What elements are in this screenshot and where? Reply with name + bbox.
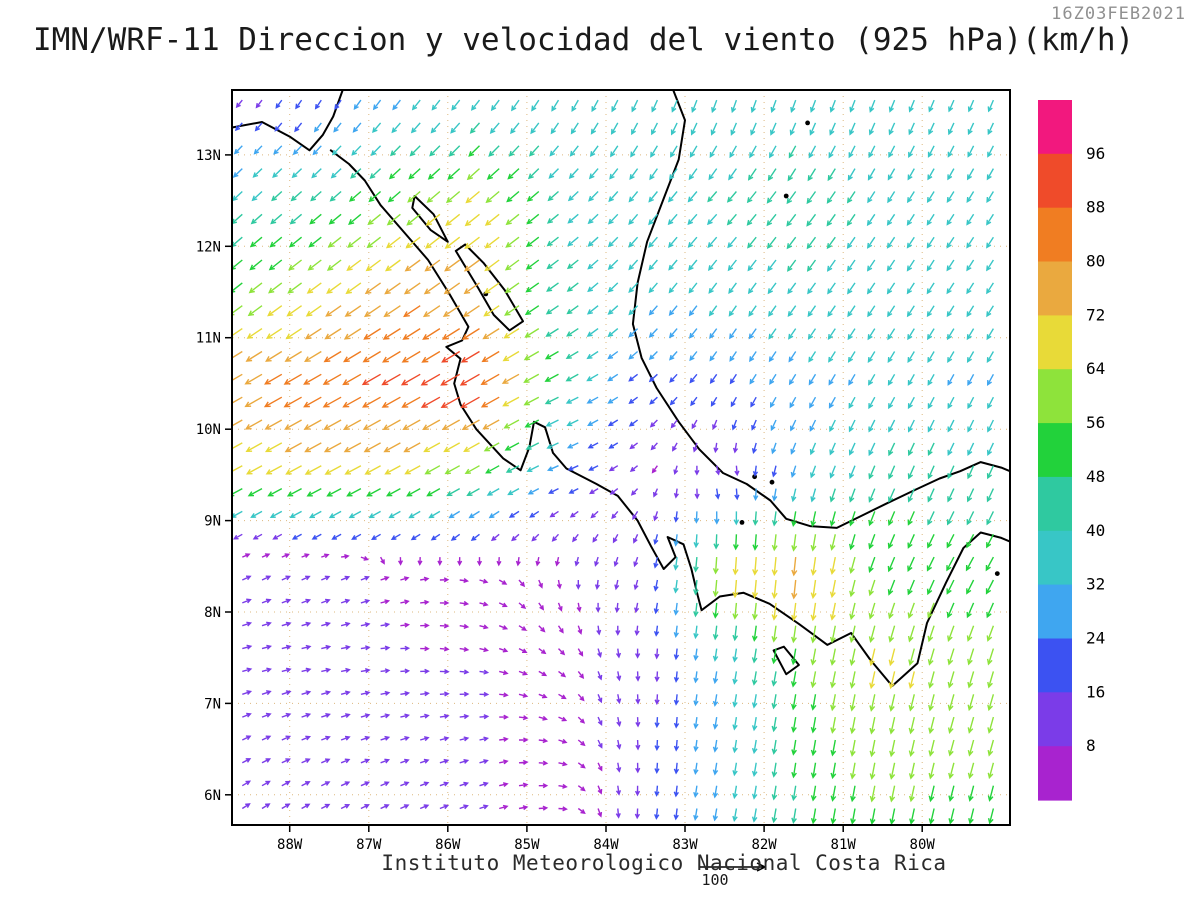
x-tick-label: 81W xyxy=(831,837,857,853)
axes: 13N 12N 11N 10N 9N 8N 7N 6N 88W 87W 86W 85W 84W 83W 82… xyxy=(196,89,1011,853)
datetime-label: 16Z03FEB2021 xyxy=(1051,4,1186,24)
y-tick-label: 13N xyxy=(196,148,221,164)
coastline xyxy=(232,90,1010,687)
y-tick-label: 9N xyxy=(204,514,221,530)
x-tick-label: 87W xyxy=(356,837,382,853)
x-tick-label: 82W xyxy=(751,837,777,853)
colorbar-label: 72 xyxy=(1086,305,1105,324)
colorbar-label: 64 xyxy=(1086,359,1105,378)
y-tick-label: 11N xyxy=(196,331,221,347)
x-tick-label: 85W xyxy=(514,837,540,853)
colorbar-label: 80 xyxy=(1086,252,1105,271)
colorbar-label: 48 xyxy=(1086,467,1105,486)
x-tick-label: 86W xyxy=(435,837,461,853)
y-tick-label: 6N xyxy=(204,788,221,804)
x-tick-label: 80W xyxy=(910,837,936,853)
reference-vector-arrow xyxy=(700,862,767,872)
colorbar-label: 40 xyxy=(1086,521,1105,540)
chart-title: IMN/WRF-11 Direccion y velocidad del vie… xyxy=(33,22,1135,58)
colorbar-label: 56 xyxy=(1086,413,1105,432)
colorbar-label: 88 xyxy=(1086,198,1105,217)
y-tick-label: 12N xyxy=(196,239,221,255)
y-tick-label: 8N xyxy=(204,605,221,621)
wind-vectors xyxy=(232,99,995,825)
colorbar-label: 16 xyxy=(1086,682,1105,701)
colorbar: 96 88 80 72 64 56 48 40 32 24 16 8 xyxy=(1038,100,1105,801)
y-tick-label: 10N xyxy=(196,422,221,438)
x-tick-label: 88W xyxy=(277,837,303,853)
colorbar-label: 96 xyxy=(1086,144,1105,163)
reference-value-label: 100 xyxy=(701,871,729,889)
credit-text: Instituto Meteorologico Nacional Costa R… xyxy=(381,851,947,875)
colorbar-label: 24 xyxy=(1086,629,1105,648)
colorbar-label: 32 xyxy=(1086,575,1105,594)
x-tick-label: 84W xyxy=(593,837,619,853)
gridlines xyxy=(232,90,1010,825)
x-tick-label: 83W xyxy=(672,837,698,853)
y-tick-label: 7N xyxy=(204,696,221,712)
colorbar-label: 8 xyxy=(1086,736,1096,755)
